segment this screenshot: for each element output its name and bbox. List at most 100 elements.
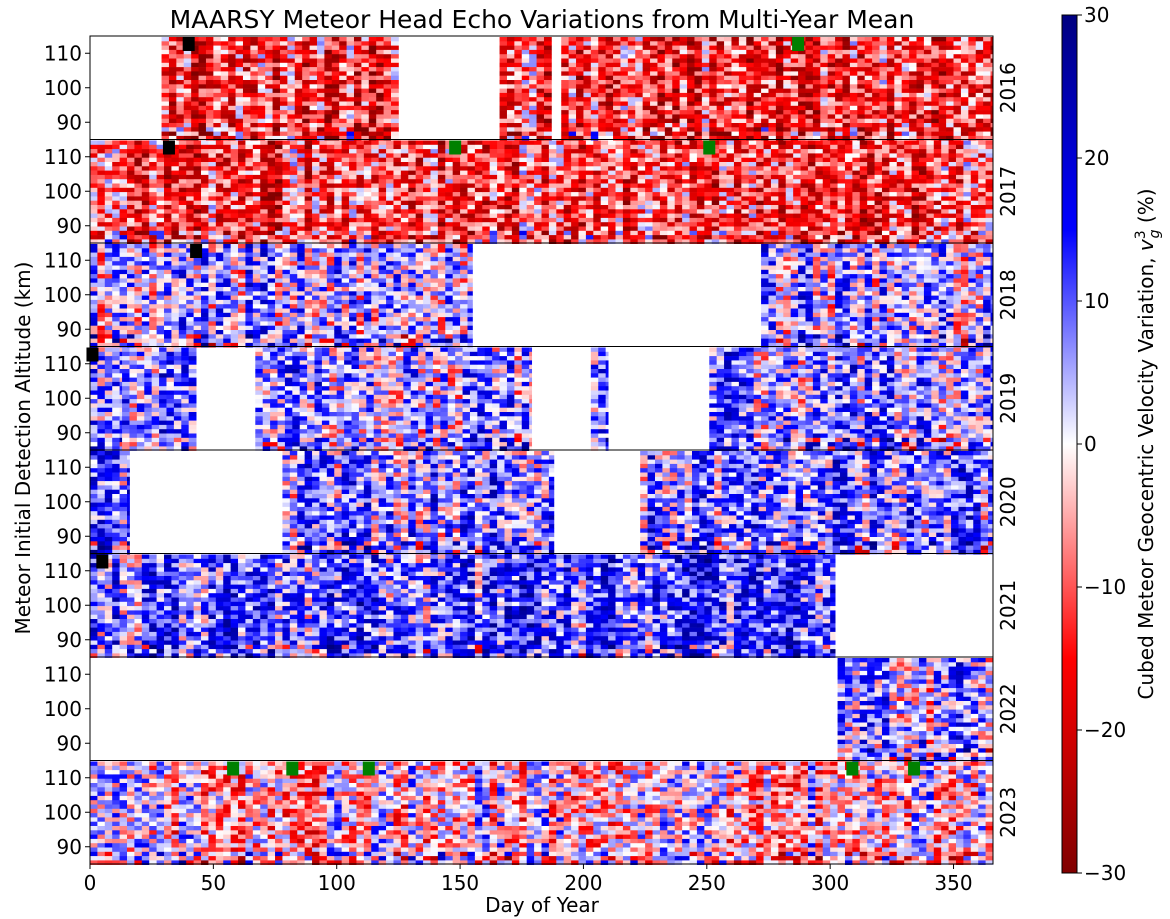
heatmap-cell xyxy=(719,226,727,232)
heatmap-cell xyxy=(857,37,866,42)
heatmap-cell xyxy=(334,170,343,176)
heatmap-cell xyxy=(946,80,954,85)
heatmap-cell xyxy=(694,84,703,89)
heatmap-cell xyxy=(245,157,254,163)
heatmap-cell xyxy=(709,135,718,141)
heatmap-cell xyxy=(164,226,172,232)
heatmap-cell xyxy=(260,153,269,158)
heatmap-cell xyxy=(731,131,740,137)
heatmap-cell xyxy=(208,196,217,201)
heatmap-cell xyxy=(294,123,303,128)
heatmap-cell xyxy=(341,153,350,158)
heatmap-cell xyxy=(590,88,599,94)
heatmap-cell xyxy=(938,110,947,115)
heatmap-cell xyxy=(193,239,202,244)
heatmap-cell xyxy=(590,127,599,132)
heatmap-cell xyxy=(687,92,695,98)
heatmap-cell xyxy=(568,135,577,141)
heatmap-cell xyxy=(201,200,209,206)
heatmap-cell xyxy=(141,222,150,227)
heatmap-cell xyxy=(852,209,861,214)
heatmap-cell xyxy=(238,144,246,150)
heatmap-cell xyxy=(250,54,259,59)
heatmap-cell xyxy=(664,75,673,81)
heatmap-cell xyxy=(615,213,624,219)
heatmap-cell xyxy=(756,213,764,219)
heatmap-cell xyxy=(304,230,313,236)
heatmap-cell xyxy=(408,153,417,158)
heatmap-cell xyxy=(709,37,718,42)
heatmap-cell xyxy=(349,187,357,193)
heatmap-cell xyxy=(719,170,727,176)
heatmap-cell xyxy=(946,97,954,102)
heatmap-cell xyxy=(753,37,762,42)
heatmap-cell xyxy=(852,213,861,219)
heatmap-cell xyxy=(909,62,917,68)
heatmap-cell xyxy=(778,140,787,146)
heatmap-cell xyxy=(529,71,537,76)
heatmap-cell xyxy=(778,179,787,184)
heatmap-cell xyxy=(881,149,890,154)
heatmap-cell xyxy=(916,105,925,111)
heatmap-cell xyxy=(391,110,399,115)
heatmap-cell xyxy=(346,71,355,76)
heatmap-cell xyxy=(467,179,476,184)
heatmap-cell xyxy=(201,235,209,240)
heatmap-cell xyxy=(679,123,688,128)
heatmap-cell xyxy=(881,230,890,236)
heatmap-cell xyxy=(361,62,370,68)
heatmap-cell xyxy=(837,226,846,232)
heatmap-cell xyxy=(376,62,384,68)
heatmap-cell xyxy=(946,49,954,55)
heatmap-cell xyxy=(637,174,646,180)
heatmap-cell xyxy=(785,217,794,223)
heatmap-cell xyxy=(178,200,187,206)
heatmap-cell xyxy=(363,179,372,184)
heatmap-cell xyxy=(393,230,402,236)
heatmap-cell xyxy=(312,226,320,232)
heatmap-cell xyxy=(127,170,135,176)
heatmap-cell xyxy=(635,110,644,115)
heatmap-cell xyxy=(400,140,409,146)
heatmap-cell xyxy=(265,101,273,107)
heatmap-cell xyxy=(331,62,340,68)
heatmap-cell xyxy=(886,41,895,46)
heatmap-cell xyxy=(191,75,199,81)
heatmap-cell xyxy=(748,144,757,150)
heatmap-cell xyxy=(733,183,742,189)
heatmap-cell xyxy=(282,235,291,240)
heatmap-cell xyxy=(793,149,801,154)
heatmap-cell xyxy=(615,226,624,232)
heatmap-cell xyxy=(990,101,994,107)
heatmap-cell xyxy=(230,226,239,232)
heatmap-cell xyxy=(667,196,676,201)
heatmap-cell xyxy=(622,217,631,223)
heatmap-cell xyxy=(548,235,557,240)
heatmap-cell xyxy=(504,179,513,184)
heatmap-cell xyxy=(696,213,705,219)
heatmap-cell xyxy=(228,135,236,141)
heatmap-cell xyxy=(835,97,843,102)
heatmap-cell xyxy=(309,123,318,128)
heatmap-cell xyxy=(886,37,895,42)
heatmap-cell xyxy=(97,200,106,206)
heatmap-cell xyxy=(489,222,498,227)
heatmap-cell xyxy=(309,37,318,42)
heatmap-cell xyxy=(346,92,355,98)
heatmap-cell xyxy=(593,149,602,154)
heatmap-cell xyxy=(127,166,135,171)
heatmap-cell xyxy=(104,239,113,244)
heatmap-cell xyxy=(704,153,713,158)
heatmap-cell xyxy=(334,226,343,232)
heatmap-cell xyxy=(894,97,903,102)
heatmap-cell xyxy=(738,114,747,119)
heatmap-cell xyxy=(946,118,954,124)
heatmap-cell xyxy=(571,187,579,193)
heatmap-cell xyxy=(149,239,158,244)
heatmap-cell xyxy=(437,157,446,163)
heatmap-cell xyxy=(667,162,676,167)
heatmap-cell xyxy=(593,183,602,189)
heatmap-cell xyxy=(534,140,542,146)
heatmap-cell xyxy=(842,71,851,76)
heatmap-cell xyxy=(164,205,172,210)
